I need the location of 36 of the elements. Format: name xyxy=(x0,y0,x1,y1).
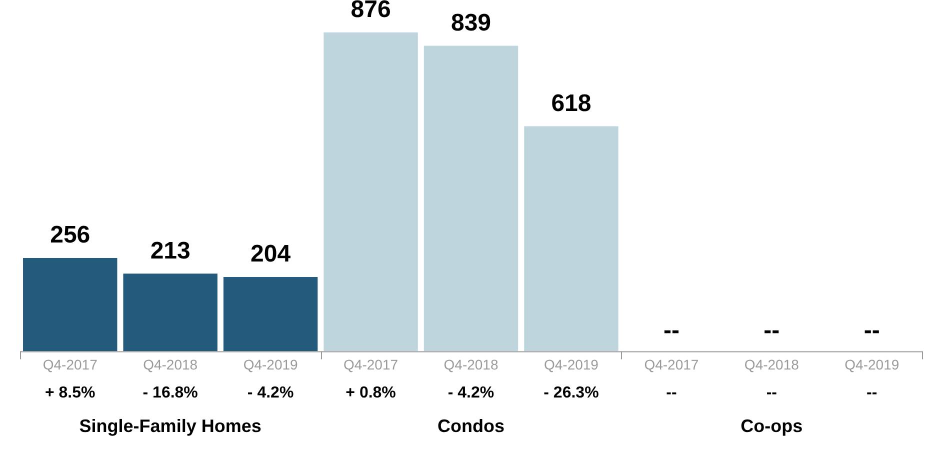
text: + 0.8% xyxy=(346,384,396,402)
text: -- xyxy=(663,316,680,344)
text: Condos xyxy=(438,416,504,436)
x-tick-label: Q4-2018 xyxy=(143,356,198,372)
text: - 4.2% xyxy=(247,384,294,402)
text: -- xyxy=(764,316,780,344)
text: -- xyxy=(666,384,677,402)
text: - 4.2% xyxy=(448,384,494,402)
text: - 26.3% xyxy=(544,384,599,402)
x-tick-label: Q4-2017 xyxy=(42,356,98,372)
data-label: 839 xyxy=(450,9,492,36)
text: - 16.8% xyxy=(142,384,198,402)
x-tick-label: Q4-2019 xyxy=(243,356,298,372)
text: -- xyxy=(866,384,878,402)
x-tick-label: Q4-2017 xyxy=(644,356,699,372)
data-label: 256 xyxy=(50,222,90,249)
bar xyxy=(23,258,118,352)
x-tick-label: Q4-2019 xyxy=(844,356,900,372)
data-label: 213 xyxy=(150,237,190,264)
x-tick-label: Q4-2018 xyxy=(744,356,800,372)
text: -- xyxy=(766,384,777,402)
data-label: 204 xyxy=(250,240,292,268)
text: + 8.5% xyxy=(44,384,96,402)
text: Co-ops xyxy=(740,416,803,436)
text: Single-Family Homes xyxy=(79,416,262,436)
bar xyxy=(524,126,618,352)
x-tick-label: Q4-2017 xyxy=(344,356,398,372)
x-tick-label: Q4-2018 xyxy=(444,356,498,372)
text: -- xyxy=(864,316,880,344)
bar xyxy=(424,46,518,352)
bar xyxy=(324,32,418,352)
data-label: 618 xyxy=(551,90,592,117)
bar xyxy=(223,276,318,352)
x-tick-label: Q4-2019 xyxy=(544,356,599,372)
data-label: 876 xyxy=(350,0,391,23)
bar xyxy=(123,274,218,352)
